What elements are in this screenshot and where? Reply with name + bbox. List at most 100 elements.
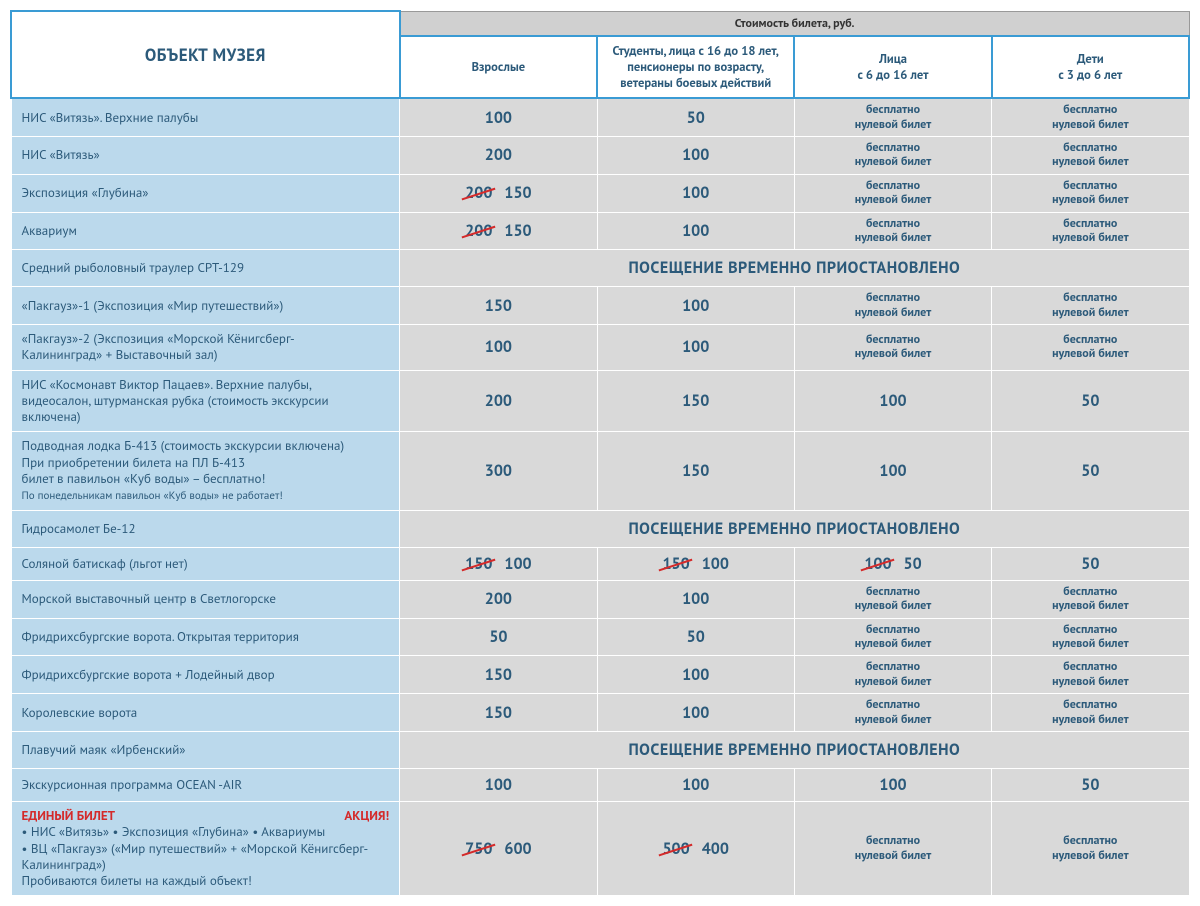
free-cell: бесплатнонулевой билет — [794, 287, 991, 325]
price-cell: 500400 — [597, 802, 794, 896]
table-row: НИС «Космонавт Виктор Пацаев». Верхние п… — [11, 370, 1189, 432]
unified-ticket-name: ЕДИНЫЙ БИЛЕТАКЦИЯ!• НИС «Витязь» • Экспо… — [11, 802, 400, 896]
price-cell: 100 — [597, 769, 794, 802]
price-cell: 50 — [992, 370, 1189, 432]
table-body: НИС «Витязь». Верхние палубы10050бесплат… — [11, 98, 1189, 896]
free-cell: бесплатнонулевой билет — [794, 694, 991, 732]
price-cell: 200150 — [400, 212, 597, 250]
object-name: НИС «Витязь». Верхние палубы — [11, 98, 400, 136]
price-cell: 150 — [400, 694, 597, 732]
price-cell: 100 — [597, 137, 794, 175]
price-cell: 100 — [597, 580, 794, 618]
free-cell: бесплатнонулевой билет — [992, 287, 1189, 325]
free-cell: бесплатнонулевой билет — [992, 325, 1189, 371]
table-row: Экскурсионная программа OCEAN -AIR100100… — [11, 769, 1189, 802]
object-name: Фридрихсбургские ворота. Открытая террит… — [11, 618, 400, 656]
price-cell: 10050 — [794, 547, 991, 580]
table-row: Морской выставочный центр в Светлогорске… — [11, 580, 1189, 618]
object-name: НИС «Космонавт Виктор Пацаев». Верхние п… — [11, 370, 400, 432]
price-cell: 50 — [597, 98, 794, 136]
object-name: Фридрихсбургские ворота + Лодейный двор — [11, 656, 400, 694]
table-header: ОБЪЕКТ МУЗЕЯ Стоимость билета, руб. Взро… — [11, 11, 1189, 98]
price-cell: 750600 — [400, 802, 597, 896]
free-cell: бесплатнонулевой билет — [794, 656, 991, 694]
table-row: Королевские ворота150100бесплатнонулевой… — [11, 694, 1189, 732]
table-row: «Пакгауз»-2 (Экспозиция «Морской Кёнигсб… — [11, 325, 1189, 371]
price-cell: 100 — [400, 98, 597, 136]
free-cell: бесплатнонулевой билет — [992, 580, 1189, 618]
price-cell: 100 — [794, 432, 991, 511]
object-name: «Пакгауз»-2 (Экспозиция «Морской Кёнигсб… — [11, 325, 400, 371]
price-table: ОБЪЕКТ МУЗЕЯ Стоимость билета, руб. Взро… — [10, 10, 1190, 896]
table-row: Средний рыболовный траулер СРТ-129ПОСЕЩЕ… — [11, 250, 1189, 287]
object-name: «Пакгауз»-1 (Экспозиция «Мир путешествий… — [11, 287, 400, 325]
free-cell: бесплатнонулевой билет — [794, 212, 991, 250]
price-cell: 100 — [597, 656, 794, 694]
price-cell: 150 — [597, 432, 794, 511]
free-cell: бесплатнонулевой билет — [794, 174, 991, 212]
table-row: Фридрихсбургские ворота + Лодейный двор1… — [11, 656, 1189, 694]
free-cell: бесплатнонулевой билет — [794, 618, 991, 656]
table-row: «Пакгауз»-1 (Экспозиция «Мир путешествий… — [11, 287, 1189, 325]
object-name: Соляной батискаф (льгот нет) — [11, 547, 400, 580]
price-cell: 150100 — [400, 547, 597, 580]
price-cell: 50 — [992, 769, 1189, 802]
header-col-0: Взрослые — [400, 36, 597, 99]
free-cell: бесплатнонулевой билет — [794, 580, 991, 618]
price-cell: 50 — [400, 618, 597, 656]
object-name: Экспозиция «Глубина» — [11, 174, 400, 212]
price-cell: 200 — [400, 370, 597, 432]
object-name: Королевские ворота — [11, 694, 400, 732]
header-col-2: Лицас 6 до 16 лет — [794, 36, 991, 99]
object-name: НИС «Витязь» — [11, 137, 400, 175]
header-col-3: Детис 3 до 6 лет — [992, 36, 1189, 99]
object-name: Аквариум — [11, 212, 400, 250]
unified-ticket-row: ЕДИНЫЙ БИЛЕТАКЦИЯ!• НИС «Витязь» • Экспо… — [11, 802, 1189, 896]
free-cell: бесплатнонулевой билет — [992, 618, 1189, 656]
free-cell: бесплатнонулевой билет — [794, 325, 991, 371]
object-name: Средний рыболовный траулер СРТ-129 — [11, 250, 400, 287]
price-cell: 100 — [597, 325, 794, 371]
table-row: Экспозиция «Глубина»200150100бесплатнону… — [11, 174, 1189, 212]
header-super: Стоимость билета, руб. — [400, 11, 1189, 36]
free-cell: бесплатнонулевой билет — [992, 98, 1189, 136]
object-name: Подводная лодка Б-413 (стоимость экскурс… — [11, 432, 400, 511]
price-cell: 100 — [794, 769, 991, 802]
free-cell: бесплатнонулевой билет — [794, 137, 991, 175]
object-name: Гидросамолет Бе-12 — [11, 510, 400, 547]
price-cell: 50 — [992, 547, 1189, 580]
price-cell: 50 — [597, 618, 794, 656]
price-cell: 100 — [597, 694, 794, 732]
table-row: Соляной батискаф (льгот нет)150100150100… — [11, 547, 1189, 580]
free-cell: бесплатнонулевой билет — [992, 694, 1189, 732]
header-col-1: Студенты, лица с 16 до 18 лет,пенсионеры… — [597, 36, 794, 99]
free-cell: бесплатнонулевой билет — [992, 656, 1189, 694]
object-name: Экскурсионная программа OCEAN -AIR — [11, 769, 400, 802]
table-row: НИС «Витязь»200100бесплатнонулевой билет… — [11, 137, 1189, 175]
free-cell: бесплатнонулевой билет — [992, 212, 1189, 250]
price-cell: 100 — [597, 287, 794, 325]
price-cell: 150 — [400, 656, 597, 694]
header-object: ОБЪЕКТ МУЗЕЯ — [11, 11, 400, 98]
price-cell: 150100 — [597, 547, 794, 580]
free-cell: бесплатнонулевой билет — [992, 174, 1189, 212]
price-cell: 100 — [597, 212, 794, 250]
price-cell: 150 — [400, 287, 597, 325]
table-row: Гидросамолет Бе-12ПОСЕЩЕНИЕ ВРЕМЕННО ПРИ… — [11, 510, 1189, 547]
price-cell: 150 — [597, 370, 794, 432]
table-row: НИС «Витязь». Верхние палубы10050бесплат… — [11, 98, 1189, 136]
free-cell: бесплатнонулевой билет — [794, 98, 991, 136]
object-name: Морской выставочный центр в Светлогорске — [11, 580, 400, 618]
price-cell: 200 — [400, 580, 597, 618]
table-row: Подводная лодка Б-413 (стоимость экскурс… — [11, 432, 1189, 511]
price-cell: 50 — [992, 432, 1189, 511]
free-cell: бесплатнонулевой билет — [992, 137, 1189, 175]
price-cell: 200150 — [400, 174, 597, 212]
suspended-notice: ПОСЕЩЕНИЕ ВРЕМЕННО ПРИОСТАНОВЛЕНО — [400, 250, 1189, 287]
price-cell: 100 — [597, 174, 794, 212]
price-cell: 300 — [400, 432, 597, 511]
price-cell: 100 — [400, 769, 597, 802]
free-cell: бесплатнонулевой билет — [794, 802, 991, 896]
free-cell: бесплатнонулевой билет — [992, 802, 1189, 896]
price-cell: 100 — [794, 370, 991, 432]
